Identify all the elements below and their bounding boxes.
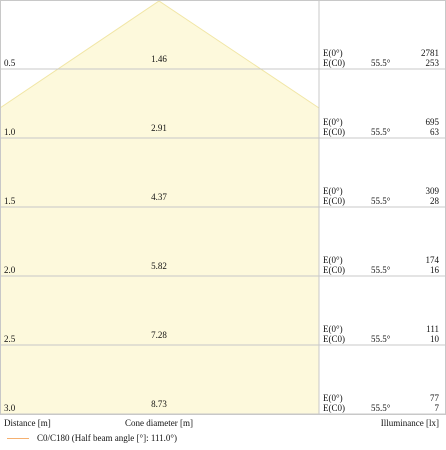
ec0-label: E(C0) bbox=[323, 127, 345, 137]
e0-label: E(0°) bbox=[323, 186, 343, 196]
distance-label: 1.5 bbox=[4, 196, 16, 206]
ec0-value: 63 bbox=[430, 127, 440, 137]
half-beam-angle-value: 55.5° bbox=[371, 334, 391, 344]
e0-label: E(0°) bbox=[323, 117, 343, 127]
cone-diameter-axis-title: Cone diameter [m] bbox=[125, 418, 193, 428]
e0-value: 2781 bbox=[421, 48, 439, 58]
distance-label: 3.0 bbox=[4, 403, 16, 413]
cone-diameter-label: 4.37 bbox=[151, 192, 167, 202]
cone-diameter-label: 2.91 bbox=[151, 123, 167, 133]
legend-label: C0/C180 (Half beam angle [°]: 111.0°) bbox=[37, 433, 177, 443]
ec0-label: E(C0) bbox=[323, 196, 345, 206]
e0-label: E(0°) bbox=[323, 324, 343, 334]
ec0-label: E(C0) bbox=[323, 334, 345, 344]
e0-label: E(0°) bbox=[323, 393, 343, 403]
e0-value: 309 bbox=[426, 186, 440, 196]
ec0-label: E(C0) bbox=[323, 58, 345, 68]
ec0-label: E(C0) bbox=[323, 265, 345, 275]
illuminance-axis-title: Illuminance [lx] bbox=[381, 418, 439, 428]
ec0-value: 7 bbox=[435, 403, 440, 413]
distance-label: 0.5 bbox=[4, 58, 16, 68]
cone-diameter-label: 5.82 bbox=[151, 261, 167, 271]
cone-diameter-label: 1.46 bbox=[151, 54, 167, 64]
e0-value: 77 bbox=[430, 393, 440, 403]
cone-diameter-label: 8.73 bbox=[151, 399, 167, 409]
ec0-label: E(C0) bbox=[323, 403, 345, 413]
e0-value: 174 bbox=[426, 255, 440, 265]
legend: C0/C180 (Half beam angle [°]: 111.0°) bbox=[0, 431, 446, 445]
half-beam-angle-value: 55.5° bbox=[371, 403, 391, 413]
e0-value: 111 bbox=[426, 324, 439, 334]
distance-label: 2.5 bbox=[4, 334, 16, 344]
ec0-value: 10 bbox=[430, 334, 440, 344]
half-beam-angle-value: 55.5° bbox=[371, 58, 391, 68]
e0-value: 695 bbox=[426, 117, 440, 127]
cone-diameter-label: 7.28 bbox=[151, 330, 167, 340]
distance-label: 1.0 bbox=[4, 127, 16, 137]
half-beam-angle-value: 55.5° bbox=[371, 265, 391, 275]
ec0-value: 28 bbox=[430, 196, 440, 206]
ec0-value: 16 bbox=[430, 265, 440, 275]
legend-line-swatch bbox=[7, 437, 29, 439]
e0-label: E(0°) bbox=[323, 48, 343, 58]
distance-label: 2.0 bbox=[4, 265, 16, 275]
half-beam-angle-value: 55.5° bbox=[371, 196, 391, 206]
distance-axis-title: Distance [m] bbox=[4, 418, 51, 428]
half-beam-angle-value: 55.5° bbox=[371, 127, 391, 137]
e0-label: E(0°) bbox=[323, 255, 343, 265]
ec0-value: 253 bbox=[426, 58, 440, 68]
